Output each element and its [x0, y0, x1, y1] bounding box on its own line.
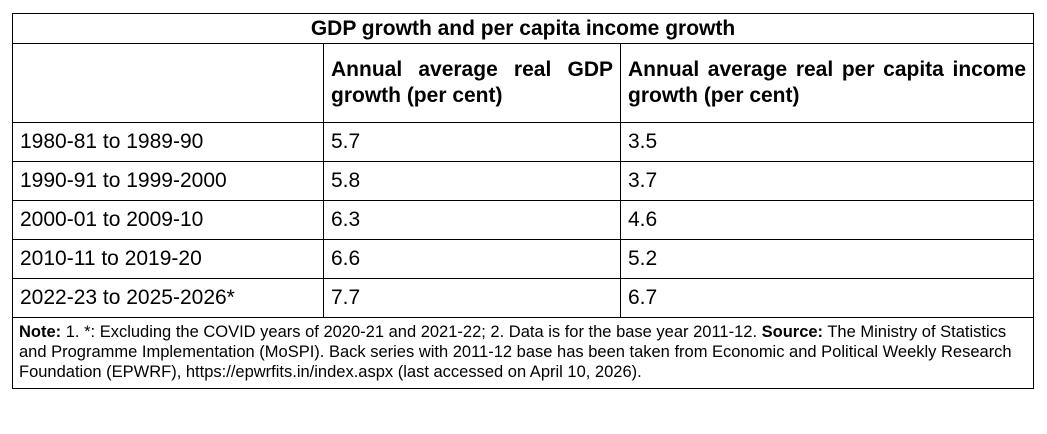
note-row: Note: 1. *: Excluding the COVID years of… — [11, 317, 1035, 389]
cell-per-capita-growth: 6.7 — [619, 278, 1035, 318]
header-row: Annual average real GDP growth (per cent… — [12, 43, 1035, 123]
note-text: 1. *: Excluding the COVID years of 2020-… — [61, 323, 762, 341]
table-row: 1980-81 to 1989-90 5.7 3.5 — [12, 122, 1035, 162]
source-label: Source: — [761, 323, 824, 341]
table-row: 2022-23 to 2025-2026* 7.7 6.7 — [12, 278, 1035, 318]
cell-period: 2022-23 to 2025-2026* — [12, 278, 324, 318]
cell-gdp-growth: 5.7 — [323, 122, 621, 162]
cell-gdp-growth: 6.6 — [323, 239, 621, 279]
table-note: Note: 1. *: Excluding the COVID years of… — [11, 317, 1035, 389]
header-per-capita-growth: Annual average real per capita income gr… — [619, 43, 1035, 123]
title-row: GDP growth and per capita income growth — [11, 13, 1035, 44]
cell-gdp-growth: 6.3 — [323, 200, 621, 240]
cell-per-capita-growth: 5.2 — [619, 239, 1035, 279]
header-gdp-growth: Annual average real GDP growth (per cent… — [323, 43, 621, 123]
cell-period: 1980-81 to 1989-90 — [12, 122, 324, 162]
table-row: 1990-91 to 1999-2000 5.8 3.7 — [12, 161, 1035, 201]
source-text: The Ministry of Statistics and Programme… — [19, 323, 1012, 381]
cell-per-capita-growth: 4.6 — [619, 200, 1035, 240]
table-title: GDP growth and per capita income growth — [11, 13, 1035, 44]
cell-per-capita-growth: 3.7 — [619, 161, 1035, 201]
cell-period: 2000-01 to 2009-10 — [12, 200, 324, 240]
header-period — [12, 43, 324, 123]
table-row: 2010-11 to 2019-20 6.6 5.2 — [12, 239, 1035, 279]
table-row: 2000-01 to 2009-10 6.3 4.6 — [12, 200, 1035, 240]
cell-gdp-growth: 5.8 — [323, 161, 621, 201]
cell-period: 2010-11 to 2019-20 — [12, 239, 324, 279]
note-label: Note: — [19, 323, 62, 341]
cell-period: 1990-91 to 1999-2000 — [12, 161, 324, 201]
cell-gdp-growth: 7.7 — [323, 278, 621, 318]
gdp-growth-table: GDP growth and per capita income growth … — [11, 13, 1035, 389]
cell-per-capita-growth: 3.5 — [619, 122, 1035, 162]
